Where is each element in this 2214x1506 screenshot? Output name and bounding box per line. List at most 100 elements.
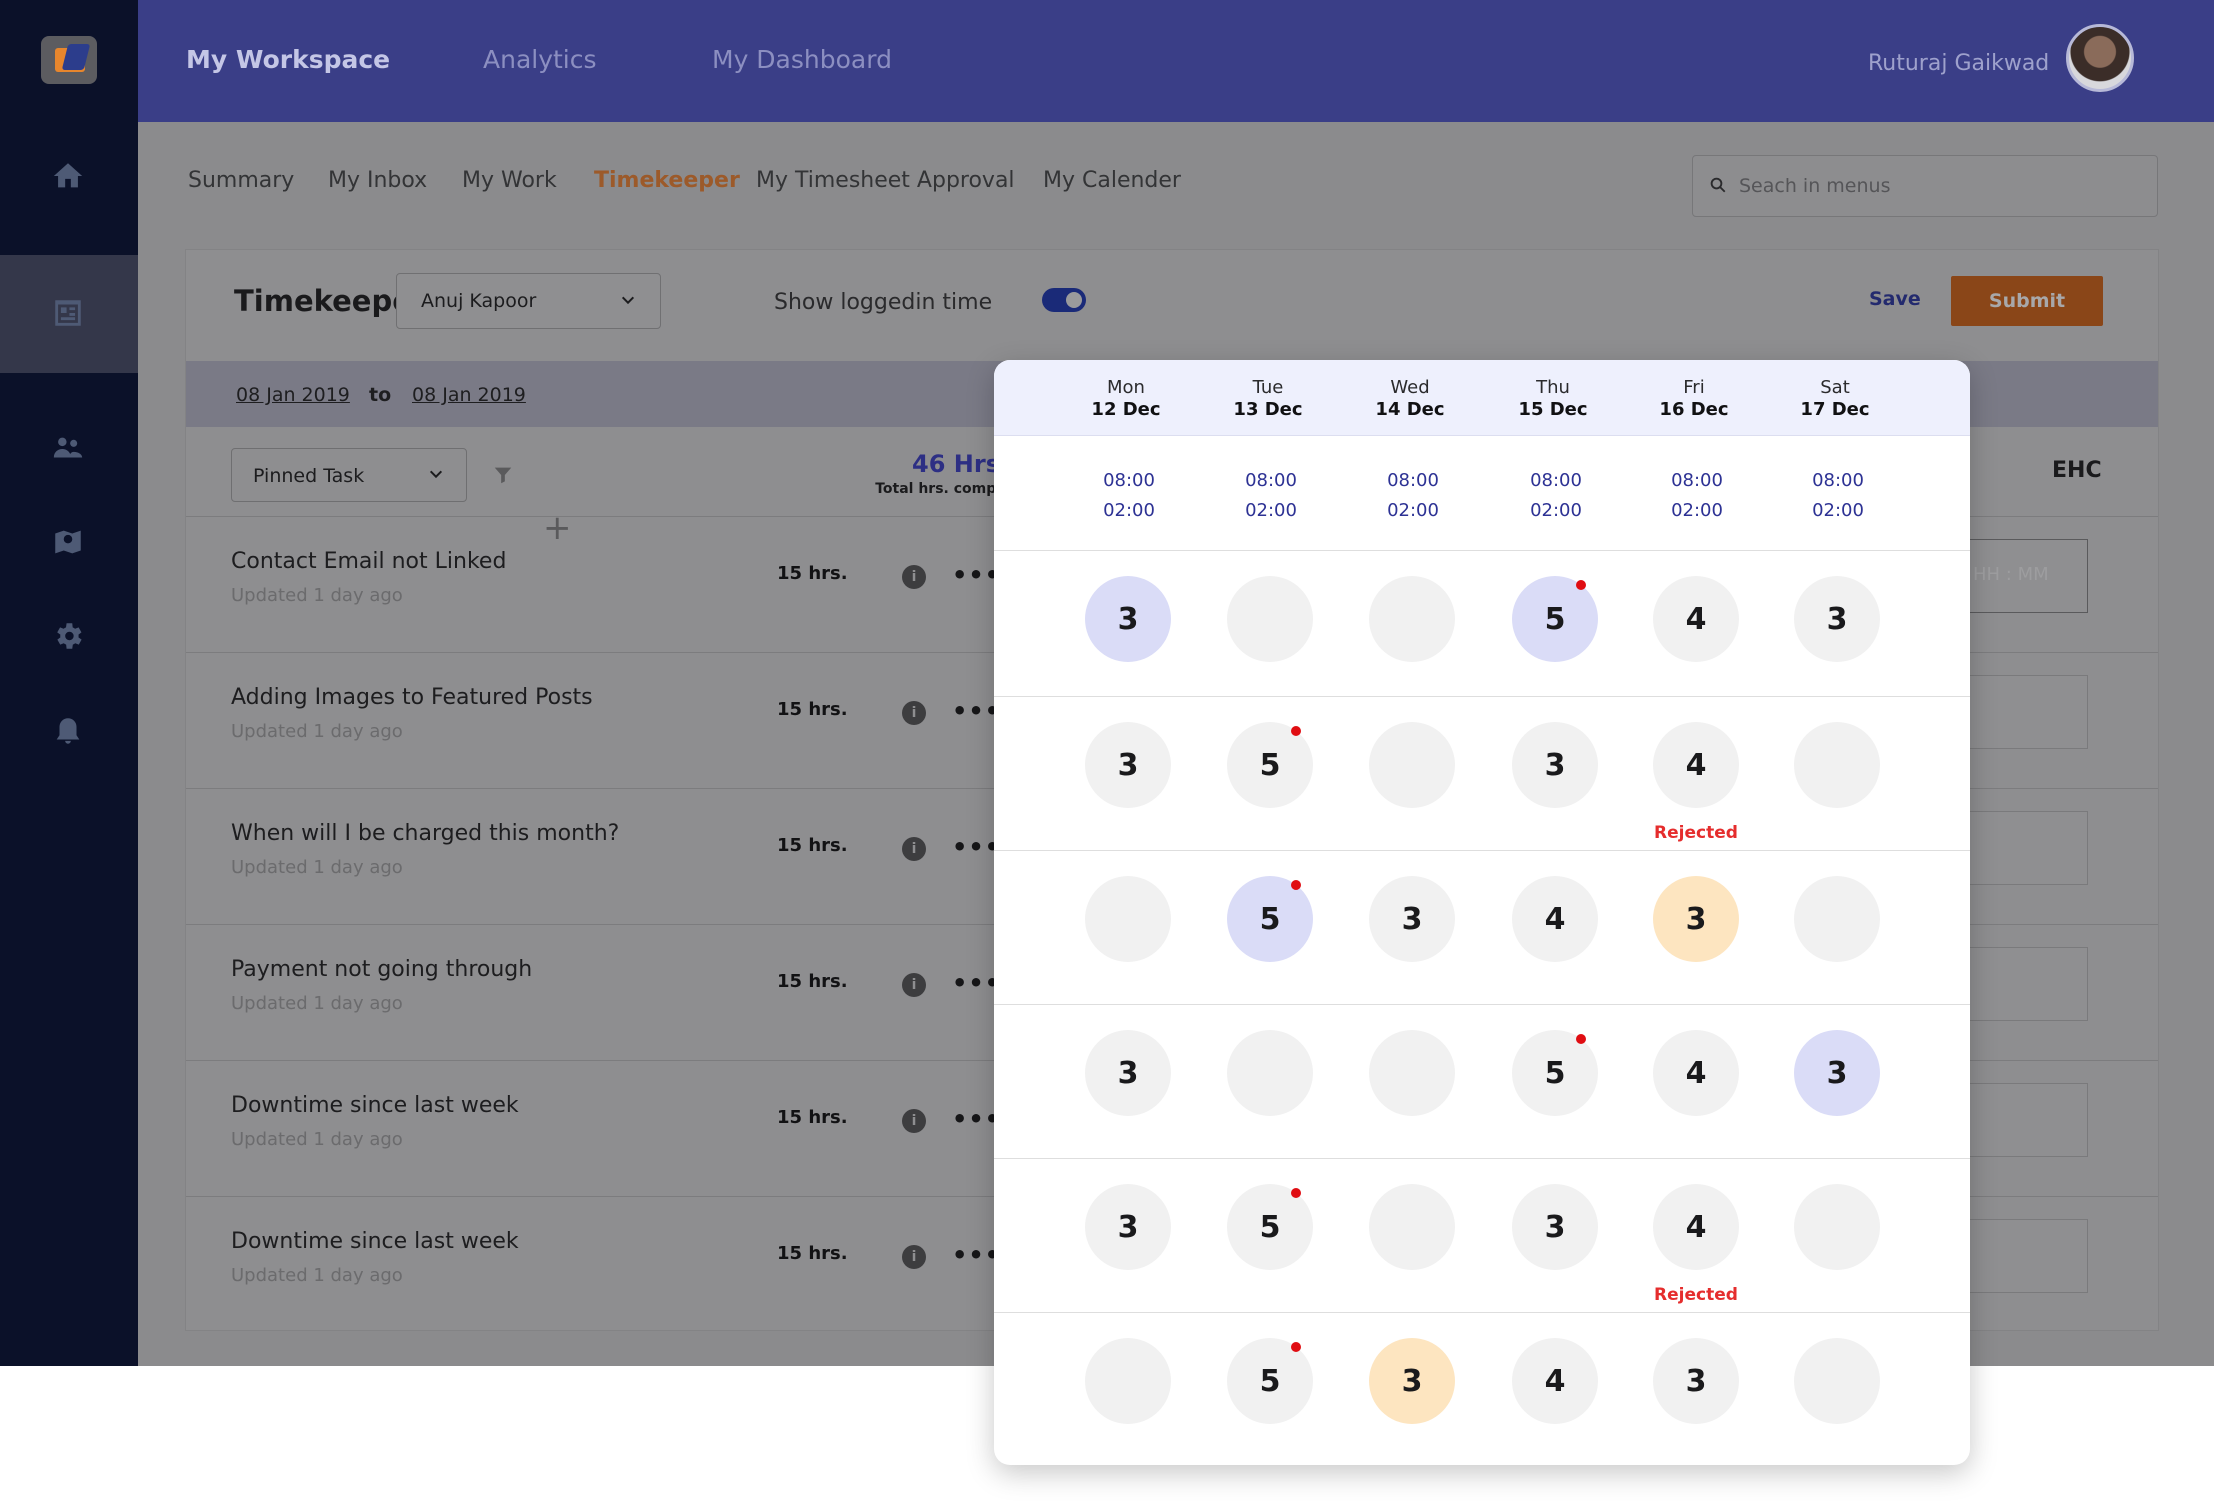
hhmm-input[interactable] (1960, 1219, 2088, 1293)
day-hours-cell[interactable] (1369, 1030, 1455, 1116)
logged-time: 08:00 02:00 (1637, 466, 1757, 526)
info-icon[interactable]: i (902, 1109, 926, 1133)
day-hours-cell[interactable]: 5 (1227, 722, 1313, 808)
day-hours-cell[interactable]: 3 (1085, 1030, 1171, 1116)
employee-select[interactable]: Anuj Kapoor (396, 273, 661, 329)
table-row[interactable]: Downtime since last week Updated 1 day a… (186, 1196, 2158, 1332)
hhmm-input[interactable] (1960, 1083, 2088, 1157)
day-hours-cell[interactable]: 4 (1653, 1030, 1739, 1116)
more-options-icon[interactable]: ••• (952, 1105, 1002, 1133)
day-hours-cell[interactable]: 4 (1512, 1338, 1598, 1424)
hhmm-input[interactable] (1960, 811, 2088, 885)
info-icon[interactable]: i (902, 565, 926, 589)
day-hours-cell[interactable] (1227, 1030, 1313, 1116)
day-hours-cell[interactable] (1085, 1338, 1171, 1424)
search-input[interactable] (1739, 170, 2139, 202)
home-icon[interactable] (49, 157, 87, 195)
chevron-down-icon (621, 296, 635, 305)
task-filter-select[interactable]: Pinned Task (231, 448, 467, 502)
tab-my-dashboard[interactable]: My Dashboard (712, 45, 892, 74)
day-hours-cell[interactable] (1369, 576, 1455, 662)
search-box[interactable] (1692, 155, 2158, 217)
day-hours-cell[interactable]: 5 (1512, 576, 1598, 662)
submit-button[interactable]: Submit (1951, 276, 2103, 326)
day-hours-cell[interactable]: 5 (1512, 1030, 1598, 1116)
info-icon[interactable]: i (902, 1245, 926, 1269)
more-options-icon[interactable]: ••• (952, 1241, 1002, 1269)
hhmm-input[interactable] (1960, 675, 2088, 749)
day-hours-cell[interactable]: 3 (1369, 1338, 1455, 1424)
day-header-wed: Wed 14 Dec (1350, 377, 1470, 421)
day-hours-cell[interactable]: 4 (1653, 1184, 1739, 1270)
day-hours-cell[interactable]: 5 (1227, 876, 1313, 962)
login-time: 08:00 (1812, 470, 1864, 491)
day-hours-cell[interactable] (1794, 1338, 1880, 1424)
map-icon[interactable] (49, 523, 87, 561)
day-name: Wed (1390, 377, 1430, 398)
day-hours-cell[interactable]: 5 (1227, 1338, 1313, 1424)
more-options-icon[interactable]: ••• (952, 969, 1002, 997)
filter-icon[interactable] (492, 464, 514, 486)
logout-time: 02:00 (1812, 500, 1864, 521)
day-hours-cell[interactable]: 3 (1085, 576, 1171, 662)
day-hours-cell[interactable]: 3 (1794, 1030, 1880, 1116)
day-hours-cell[interactable]: 3 (1085, 1184, 1171, 1270)
day-hours-cell[interactable] (1369, 722, 1455, 808)
day-hours-cell[interactable] (1085, 876, 1171, 962)
subtab-my-timesheet-approval[interactable]: My Timesheet Approval (756, 168, 1015, 193)
day-hours-cell[interactable] (1794, 876, 1880, 962)
day-hours-cell[interactable]: 3 (1085, 722, 1171, 808)
subtab-my-calender[interactable]: My Calender (1043, 168, 1181, 193)
app-logo[interactable] (41, 36, 97, 84)
day-hours-cell[interactable] (1369, 1184, 1455, 1270)
info-icon[interactable]: i (902, 701, 926, 725)
day-hours-cell[interactable]: 3 (1512, 722, 1598, 808)
user-name[interactable]: Ruturaj Gaikwad (1868, 51, 2050, 76)
table-row[interactable]: Adding Images to Featured Posts Updated … (186, 652, 2158, 788)
more-options-icon[interactable]: ••• (952, 833, 1002, 861)
day-hours-cell[interactable] (1794, 722, 1880, 808)
subtab-my-inbox[interactable]: My Inbox (328, 168, 428, 193)
logged-time: 08:00 02:00 (1069, 466, 1189, 526)
day-hours-cell[interactable] (1227, 576, 1313, 662)
day-date: 14 Dec (1375, 399, 1445, 420)
day-hours-cell[interactable] (1794, 1184, 1880, 1270)
day-hours-cell[interactable]: 4 (1653, 576, 1739, 662)
hours-value: 3 (1401, 1363, 1423, 1399)
day-hours-cell[interactable]: 3 (1369, 876, 1455, 962)
hours-value: 3 (1117, 601, 1139, 637)
more-options-icon[interactable]: ••• (952, 697, 1002, 725)
day-hours-cell[interactable]: 4 (1653, 722, 1739, 808)
date-from-link[interactable]: 08 Jan 2019 (236, 384, 350, 406)
info-icon[interactable]: i (902, 837, 926, 861)
bell-icon[interactable] (49, 712, 87, 750)
team-icon[interactable] (49, 430, 87, 468)
hours-value: 5 (1544, 601, 1566, 637)
info-icon[interactable]: i (902, 973, 926, 997)
hhmm-input[interactable] (1960, 947, 2088, 1021)
save-button[interactable]: Save (1869, 288, 1921, 310)
timesheet-icon[interactable] (49, 294, 87, 332)
day-hours-cell[interactable]: 4 (1512, 876, 1598, 962)
date-to-link[interactable]: 08 Jan 2019 (412, 384, 526, 406)
day-hours-cell[interactable]: 3 (1512, 1184, 1598, 1270)
day-header-fri: Fri 16 Dec (1634, 377, 1754, 421)
notification-dot (1291, 880, 1301, 890)
subtab-timekeeper[interactable]: Timekeeper (594, 168, 740, 193)
day-hours-cell[interactable]: 3 (1653, 876, 1739, 962)
avatar[interactable] (2066, 24, 2134, 92)
day-hours-cell[interactable]: 5 (1227, 1184, 1313, 1270)
more-options-icon[interactable]: ••• (952, 561, 1002, 589)
subtab-summary[interactable]: Summary (188, 168, 295, 193)
tab-analytics[interactable]: Analytics (483, 45, 597, 74)
show-loggedin-toggle[interactable] (1042, 288, 1086, 312)
subtab-my-work[interactable]: My Work (462, 168, 557, 193)
gear-icon[interactable] (49, 617, 87, 655)
hours-value: 3 (1544, 747, 1566, 783)
task-hours: 15 hrs. (777, 835, 848, 856)
hhmm-input[interactable]: HH : MM (1960, 539, 2088, 613)
day-hours-cell[interactable]: 3 (1794, 576, 1880, 662)
tab-my-workspace[interactable]: My Workspace (186, 45, 391, 74)
day-hours-cell[interactable]: 3 (1653, 1338, 1739, 1424)
task-title: When will I be charged this month? (231, 821, 620, 846)
